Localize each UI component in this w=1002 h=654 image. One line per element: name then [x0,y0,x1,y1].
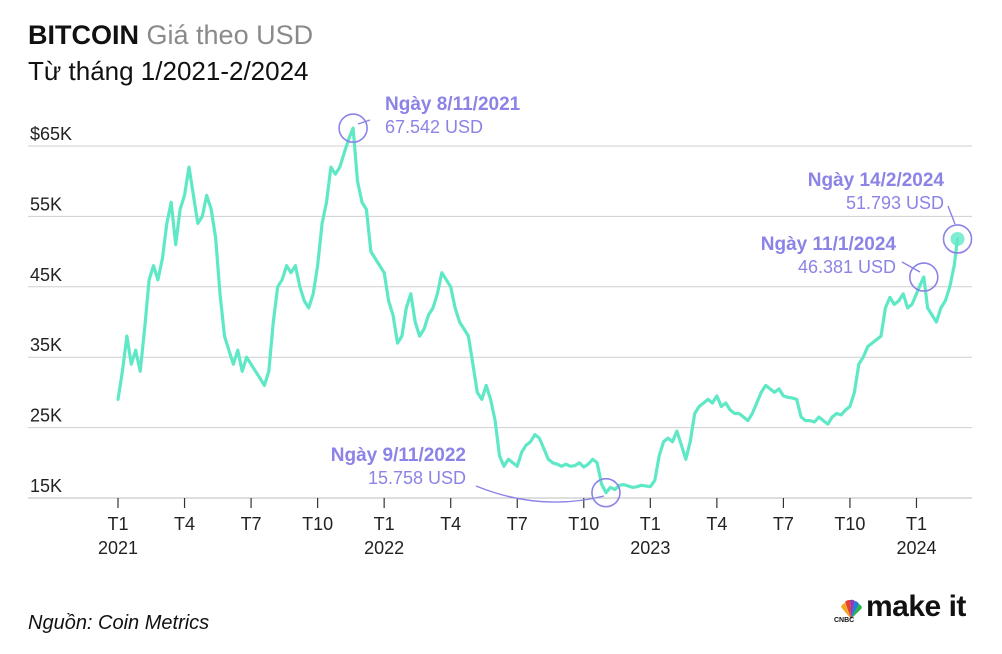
cnbc-peacock-icon [841,599,862,619]
annotation-date: Ngày 11/1/2024 [761,234,897,255]
x-tick-label: T1 [107,514,128,534]
make-it-logo: make it [866,590,966,623]
x-tick-label: T7 [241,514,262,534]
y-tick-label: $65K [30,124,72,144]
annotation-leader [901,261,921,273]
annotation-value: 46.381 USD [798,257,896,277]
latest-price-dot [950,231,965,246]
annotation-marker [942,224,973,254]
annotation-marker [338,113,368,143]
annotation-value: 51.793 USD [846,193,944,213]
chart-title-light: Giá theo USD [146,20,314,50]
bitcoin-price-line [116,126,960,495]
y-tick-label: 45K [30,265,62,285]
chart-title: BITCOIN Giá theo USD [28,20,313,51]
x-tick-label: T1 [906,514,927,534]
y-tick-label: 55K [30,194,62,214]
x-tick-label: T1 [640,514,661,534]
annotation-value: 15.758 USD [368,468,466,488]
x-tick-label: T1 [374,514,395,534]
annotation-leader [947,205,956,225]
x-tick-year-label: 2021 [98,538,138,558]
x-tick-year-label: 2023 [630,538,670,558]
cnbc-label: CNBC [834,617,855,624]
chart-title-bold: BITCOIN [28,20,139,50]
annotation-marker [591,477,621,508]
x-tick-label: T7 [507,514,528,534]
y-tick-label: 25K [30,406,62,426]
x-tick-label: T10 [834,514,865,534]
x-tick-label: T4 [706,514,727,534]
chart-subtitle: Từ tháng 1/2021-2/2024 [28,56,309,86]
annotation-date: Ngày 8/11/2021 [385,94,521,115]
bitcoin-price-chart: $65K 55K 45K 35K 25K 15K T1 2021 T4 T7 T10 T1 2022 T4… [28,94,973,558]
annotation-date: Ngày 9/11/2022 [331,445,466,466]
y-tick-label: 35K [30,335,62,355]
y-tick-label: 15K [30,476,62,496]
x-tick-year-label: 2022 [364,538,404,558]
annotation-date: Ngày 14/2/2024 [808,170,945,191]
x-tick-year-label: 2024 [896,538,936,558]
x-tick-label: T4 [174,514,195,534]
x-tick-label: T10 [302,514,333,534]
x-tick-label: T7 [773,514,794,534]
annotation-marker [908,262,939,292]
x-tick-label: T4 [440,514,461,534]
x-tick-label: T10 [568,514,599,534]
annotation-leader [357,119,371,125]
source-note: Nguồn: Coin Metrics [28,612,210,634]
annotation-leader [475,485,605,503]
annotation-value: 67.542 USD [385,117,483,137]
